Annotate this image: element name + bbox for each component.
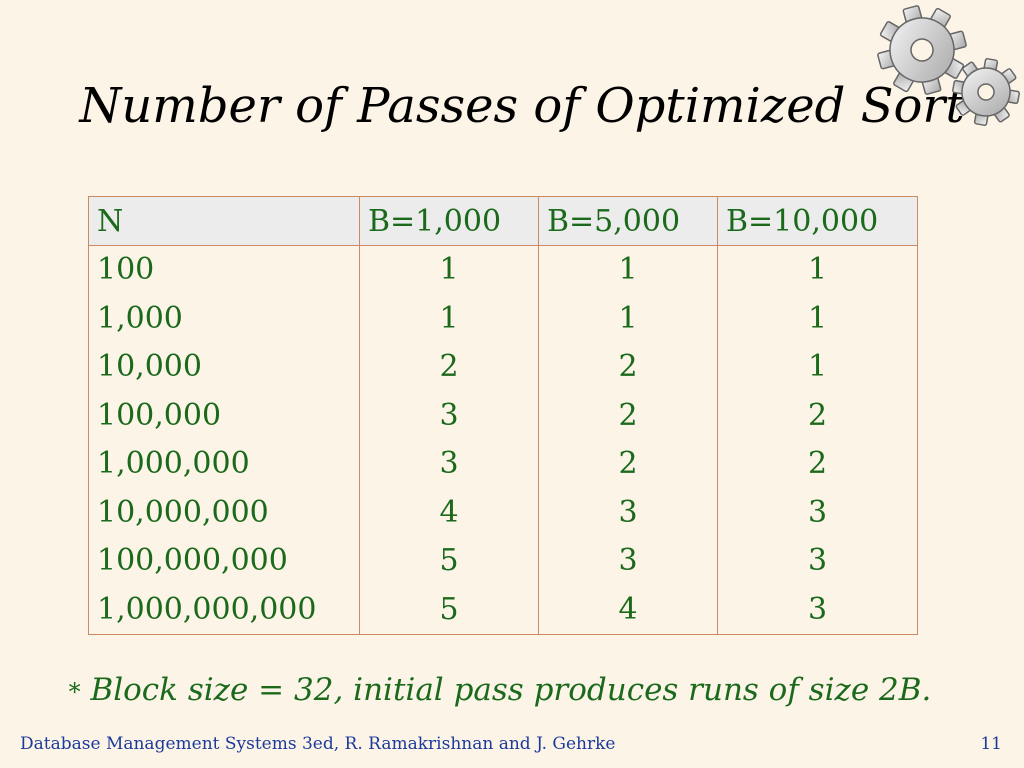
passes-cell: 5 [359, 537, 539, 586]
passes-cell: 3 [538, 488, 718, 537]
footnote: * Block size = 32, initial pass produces… [0, 672, 1000, 708]
passes-cell: 2 [359, 343, 539, 392]
passes-cell: 5 [359, 585, 539, 635]
passes-cell: 3 [538, 537, 718, 586]
passes-cell: 2 [717, 391, 918, 440]
footer-citation: Database Management Systems 3ed, R. Rama… [20, 734, 616, 754]
n-cell: 1,000,000 [88, 440, 360, 489]
passes-cell: 3 [717, 488, 918, 537]
passes-cell: 2 [538, 343, 718, 392]
small-gear-icon [952, 58, 1020, 126]
passes-cell: 1 [717, 294, 918, 343]
passes-cell: 1 [717, 343, 918, 392]
passes-table: N B=1,000 B=5,000 B=10,000 100 1 1 1 1,0… [88, 196, 918, 635]
passes-cell: 4 [538, 585, 718, 635]
header-n: N [88, 196, 360, 246]
gears-icon [877, 5, 1020, 126]
passes-cell: 2 [538, 440, 718, 489]
passes-cell: 3 [717, 537, 918, 586]
passes-cell: 2 [538, 391, 718, 440]
passes-cell: 1 [717, 245, 918, 295]
n-cell: 100,000,000 [88, 537, 360, 586]
page-number: 11 [980, 734, 1002, 754]
passes-cell: 2 [717, 440, 918, 489]
passes-cell: 3 [717, 585, 918, 635]
passes-cell: 1 [538, 245, 718, 295]
table-row: 10,000,000 4 3 3 [88, 488, 918, 537]
table-row: 1,000 1 1 1 [88, 294, 918, 343]
header-b-1000: B=1,000 [359, 196, 539, 246]
footnote-marker: * [68, 678, 81, 706]
passes-cell: 3 [359, 391, 539, 440]
n-cell: 100,000 [88, 391, 360, 440]
table-header-row: N B=1,000 B=5,000 B=10,000 [88, 196, 918, 246]
passes-cell: 3 [359, 440, 539, 489]
n-cell: 1,000 [88, 294, 360, 343]
header-b-5000: B=5,000 [538, 196, 718, 246]
passes-cell: 1 [359, 294, 539, 343]
passes-cell: 1 [359, 245, 539, 295]
table-row: 100,000 3 2 2 [88, 391, 918, 440]
n-cell: 10,000 [88, 343, 360, 392]
n-cell: 1,000,000,000 [88, 585, 360, 635]
table-row: 1,000,000 3 2 2 [88, 440, 918, 489]
table-row: 1,000,000,000 5 4 3 [88, 585, 918, 635]
slide-title: Number of Passes of Optimized Sort [79, 78, 965, 134]
n-cell: 100 [88, 245, 360, 295]
table-row: 100,000,000 5 3 3 [88, 537, 918, 586]
header-b-10000: B=10,000 [717, 196, 918, 246]
n-cell: 10,000,000 [88, 488, 360, 537]
footnote-text: Block size = 32, initial pass produces r… [90, 672, 932, 708]
passes-cell: 1 [538, 294, 718, 343]
table-row: 10,000 2 2 1 [88, 343, 918, 392]
passes-cell: 4 [359, 488, 539, 537]
table-row: 100 1 1 1 [88, 245, 918, 295]
large-gear-icon [877, 5, 967, 95]
